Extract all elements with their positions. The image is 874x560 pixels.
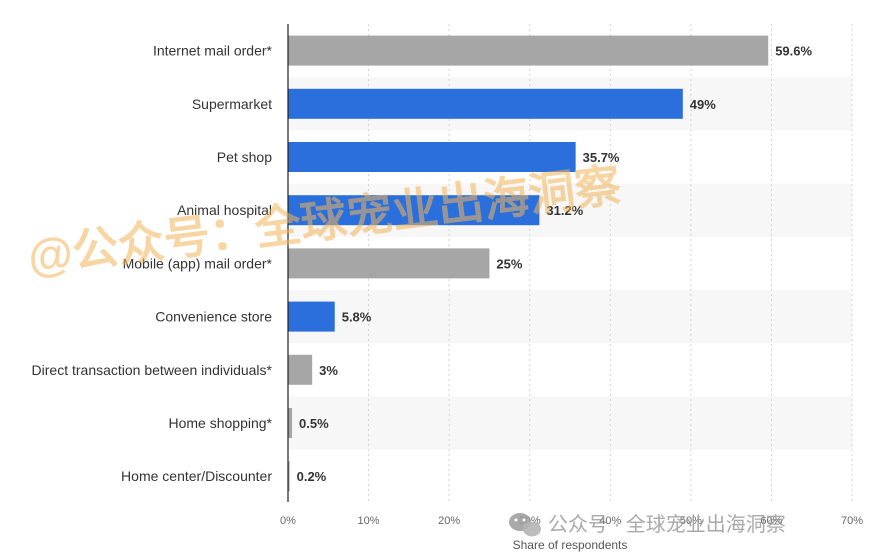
wechat-icon bbox=[509, 513, 541, 537]
bar bbox=[288, 301, 335, 332]
value-label: 35.7% bbox=[583, 150, 620, 165]
category-label: Internet mail order* bbox=[153, 43, 273, 59]
bar bbox=[288, 248, 490, 279]
bar bbox=[288, 195, 540, 226]
x-tick-label: 70% bbox=[841, 515, 863, 527]
bar bbox=[288, 354, 313, 385]
category-label: Convenience store bbox=[155, 309, 272, 325]
category-label: Home shopping* bbox=[168, 415, 272, 431]
bar bbox=[288, 35, 769, 66]
value-label: 3% bbox=[319, 363, 338, 378]
category-label: Pet shop bbox=[217, 149, 272, 165]
x-tick-label: 20% bbox=[438, 515, 460, 527]
category-labels: Internet mail order* Supermarket Pet shop A… bbox=[32, 43, 273, 485]
x-axis-title: Share of respondents bbox=[513, 538, 628, 552]
x-tick-label: 60% bbox=[760, 515, 782, 527]
value-label: 0.2% bbox=[297, 469, 327, 484]
category-label: Direct transaction between individuals* bbox=[32, 362, 273, 378]
category-label: Mobile (app) mail order* bbox=[123, 255, 273, 271]
x-tick-label: 40% bbox=[599, 515, 621, 527]
value-label: 59.6% bbox=[775, 44, 812, 59]
bar bbox=[288, 461, 290, 492]
category-label: Supermarket bbox=[192, 96, 272, 112]
category-label: Home center/Discounter bbox=[121, 468, 272, 484]
value-label: 25% bbox=[496, 256, 522, 271]
footer-watermark-text: 公众号 · 全球宠业出海洞察 bbox=[548, 513, 786, 536]
row-stripe bbox=[288, 290, 852, 344]
bar bbox=[288, 408, 293, 438]
value-label: 0.5% bbox=[299, 416, 329, 431]
value-label: 5.8% bbox=[342, 310, 372, 325]
category-label: Animal hospital bbox=[177, 202, 272, 218]
row-stripes bbox=[288, 77, 852, 450]
footer-watermark: 公众号 · 全球宠业出海洞察 bbox=[509, 513, 786, 537]
x-tick-label: 0% bbox=[280, 515, 296, 527]
x-tick-label: 50% bbox=[680, 515, 702, 527]
value-label: 31.2% bbox=[546, 203, 583, 218]
bar bbox=[288, 88, 683, 119]
bar bbox=[288, 142, 576, 172]
bars bbox=[288, 35, 769, 492]
row-stripe bbox=[288, 396, 852, 450]
value-labels: 59.6% 49% 35.7% 31.2% 25% 5.8% 3% 0.5% 0.2% bbox=[297, 44, 813, 485]
value-label: 49% bbox=[690, 97, 716, 112]
x-tick-label: 10% bbox=[358, 515, 380, 527]
